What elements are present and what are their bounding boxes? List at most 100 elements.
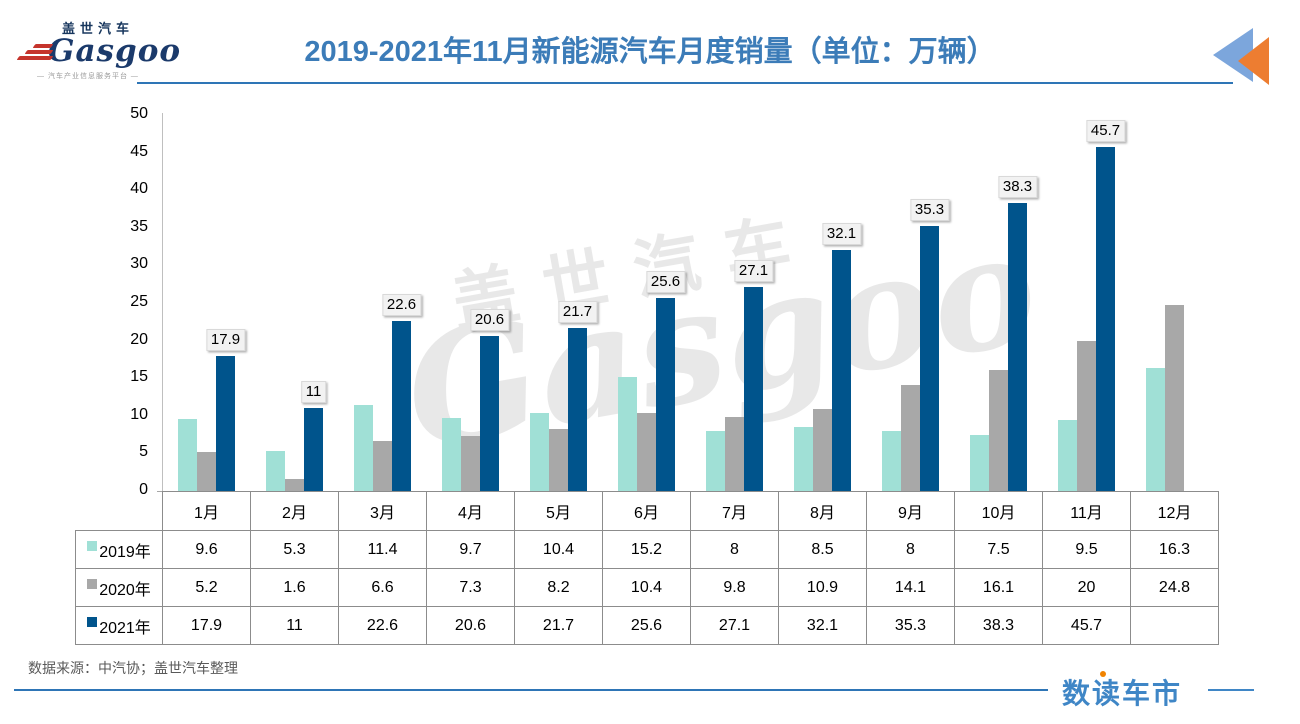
bar-2020年-5月 bbox=[549, 429, 568, 491]
table-value-cell: 9.8 bbox=[690, 568, 779, 607]
table-value-cell: 8.5 bbox=[778, 530, 867, 569]
bar-2020年-7月 bbox=[725, 417, 744, 491]
table-value-cell: 7.5 bbox=[954, 530, 1043, 569]
footer-divider-line bbox=[14, 689, 1048, 691]
gasgoo-logo-cn: 盖世汽车 bbox=[62, 21, 135, 36]
bar-2019年-2月 bbox=[266, 451, 285, 491]
table-value-cell: 17.9 bbox=[162, 606, 251, 645]
table-value-cell: 24.8 bbox=[1130, 568, 1219, 607]
table-value-cell: 38.3 bbox=[954, 606, 1043, 645]
bar-2021年-3月 bbox=[392, 321, 411, 491]
bar-2020年-1月 bbox=[197, 451, 216, 491]
bar-2021年-11月 bbox=[1096, 147, 1115, 491]
bar-2019年-3月 bbox=[354, 405, 373, 491]
bar-2019年-12月 bbox=[1146, 368, 1165, 491]
table-value-cell: 32.1 bbox=[778, 606, 867, 645]
double-back-arrow-icon bbox=[1213, 28, 1269, 85]
table-month-header: 10月 bbox=[954, 491, 1043, 531]
legend-swatch-icon bbox=[87, 578, 98, 589]
table-value-cell: 6.6 bbox=[338, 568, 427, 607]
y-axis-tick: 5 bbox=[139, 443, 148, 461]
table-month-header: 12月 bbox=[1130, 491, 1219, 531]
bar-2019年-7月 bbox=[706, 430, 725, 491]
bar-value-label: 32.1 bbox=[821, 222, 862, 245]
bar-2019年-9月 bbox=[882, 430, 901, 491]
gasgoo-logo-stripes-icon bbox=[16, 42, 54, 60]
y-axis-tick: 20 bbox=[130, 330, 148, 348]
bar-value-label: 11 bbox=[300, 381, 327, 404]
table-value-cell: 5.3 bbox=[250, 530, 339, 569]
series-label-cell: 2020年 bbox=[75, 568, 163, 607]
bar-2020年-8月 bbox=[813, 409, 832, 491]
y-axis-tick: 0 bbox=[139, 481, 148, 498]
page-title: 2019-2021年11月新能源汽车月度销量（单位：万辆） bbox=[304, 36, 996, 68]
bar-2019年-5月 bbox=[530, 412, 549, 491]
table-value-cell: 9.5 bbox=[1042, 530, 1131, 569]
table-value-cell: 1.6 bbox=[250, 568, 339, 607]
bar-value-label: 21.7 bbox=[557, 300, 598, 323]
table-value-cell: 16.3 bbox=[1130, 530, 1219, 569]
table-month-header: 2月 bbox=[250, 491, 339, 531]
y-axis-tick: 45 bbox=[130, 142, 148, 160]
bar-2020年-6月 bbox=[637, 412, 656, 491]
bar-value-label: 35.3 bbox=[909, 198, 950, 221]
y-axis-tick: 40 bbox=[130, 180, 148, 198]
table-value-cell: 15.2 bbox=[602, 530, 691, 569]
bar-2020年-3月 bbox=[373, 441, 392, 491]
table-value-cell: 16.1 bbox=[954, 568, 1043, 607]
table-value-cell: 21.7 bbox=[514, 606, 603, 645]
bar-2019年-11月 bbox=[1058, 419, 1077, 491]
gasgoo-logo-tagline: — 汽车产业信息服务平台 — bbox=[37, 73, 139, 80]
bar-2021年-7月 bbox=[744, 287, 763, 491]
bar-2021年-4月 bbox=[480, 336, 499, 491]
bar-2019年-10月 bbox=[970, 434, 989, 491]
table-value-cell: 8.2 bbox=[514, 568, 603, 607]
bar-value-label: 22.6 bbox=[381, 294, 422, 317]
bar-2020年-4月 bbox=[461, 436, 480, 491]
y-axis-line bbox=[162, 113, 163, 493]
table-value-cell: 8 bbox=[690, 530, 779, 569]
title-underline bbox=[137, 82, 1233, 84]
footer-right-dash bbox=[1208, 689, 1254, 691]
shudu-cheshi-logo: 数读车市 bbox=[1062, 678, 1183, 709]
table-month-header: 7月 bbox=[690, 491, 779, 531]
bar-value-label: 17.9 bbox=[205, 329, 246, 352]
table-corner-cell bbox=[75, 491, 163, 531]
data-table: 1月 2月 3月 4月 5月 6月 7月 8月 9月 10月 11月 12月 2019年 9.6 5.3 11… bbox=[75, 491, 1219, 645]
gasgoo-logo: 盖世汽车 Gasgoo — 汽车产业信息服务平台 — bbox=[16, 22, 180, 81]
table-month-header: 5月 bbox=[514, 491, 603, 531]
bar-2021年-8月 bbox=[832, 249, 851, 491]
bar-value-label: 27.1 bbox=[733, 260, 774, 283]
bar-2020年-9月 bbox=[901, 384, 920, 491]
y-axis-tick: 35 bbox=[130, 217, 148, 235]
shudu-cheshi-logo-dot bbox=[1100, 671, 1106, 677]
table-month-header: 1月 bbox=[162, 491, 251, 531]
y-axis-tick: 25 bbox=[130, 293, 148, 310]
table-value-cell: 5.2 bbox=[162, 568, 251, 607]
legend-swatch-icon bbox=[87, 540, 98, 551]
bar-2021年-10月 bbox=[1008, 202, 1027, 491]
bar-2021年-6月 bbox=[656, 298, 675, 491]
table-value-cell: 9.7 bbox=[426, 530, 515, 569]
source-note: 数据来源：中汽协；盖世汽车整理 bbox=[28, 660, 238, 676]
y-axis-tick: 10 bbox=[130, 405, 148, 423]
bar-value-label: 20.6 bbox=[469, 309, 510, 332]
table-value-cell: 45.7 bbox=[1042, 606, 1131, 645]
table-value-cell: 14.1 bbox=[866, 568, 955, 607]
bar-2020年-12月 bbox=[1165, 304, 1184, 491]
table-value-cell: 10.9 bbox=[778, 568, 867, 607]
bar-2021年-9月 bbox=[920, 225, 939, 491]
bar-value-label: 38.3 bbox=[997, 175, 1038, 198]
table-month-header: 11月 bbox=[1042, 491, 1131, 531]
table-value-cell: 10.4 bbox=[602, 568, 691, 607]
bar-2021年-5月 bbox=[568, 327, 587, 491]
table-month-header: 9月 bbox=[866, 491, 955, 531]
table-value-cell: 8 bbox=[866, 530, 955, 569]
table-value-cell: 20.6 bbox=[426, 606, 515, 645]
table-value-cell: 11 bbox=[250, 606, 339, 645]
bar-2020年-11月 bbox=[1077, 340, 1096, 491]
table-month-header: 8月 bbox=[778, 491, 867, 531]
bar-2020年-10月 bbox=[989, 369, 1008, 491]
bar-2019年-1月 bbox=[178, 418, 197, 491]
table-month-header: 4月 bbox=[426, 491, 515, 531]
